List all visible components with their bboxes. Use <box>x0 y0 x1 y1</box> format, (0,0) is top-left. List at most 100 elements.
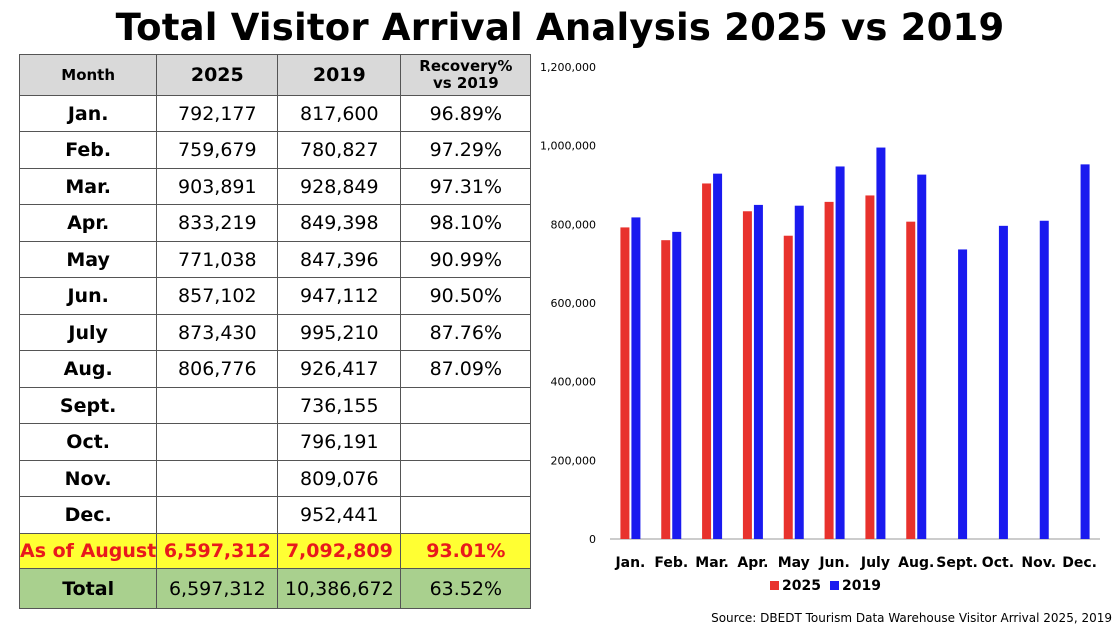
table-row: Sept. 736,155 <box>18 387 532 424</box>
value-2019-cell: 796,191 <box>277 423 402 461</box>
value-2025-cell: 903,891 <box>156 168 279 205</box>
bar-2025-1 <box>661 240 671 539</box>
x-tick-label: Sept. <box>936 555 978 571</box>
source-note: Source: DBEDT Tourism Data Warehouse Vis… <box>711 611 1112 625</box>
value-2019-cell: 847,396 <box>277 241 402 278</box>
value-2025-cell <box>156 460 279 497</box>
header-2025: 2025 <box>156 54 279 96</box>
month-cell: July <box>18 314 158 351</box>
table-row: May 771,038 847,396 90.99% <box>18 241 532 278</box>
value-2025-cell: 833,219 <box>156 204 279 242</box>
x-tick-label: May <box>778 555 810 571</box>
as-of-august-row: As of August 6,597,312 7,092,809 93.01% <box>18 533 532 569</box>
bar-2025-2 <box>702 183 712 539</box>
value-2019-cell: 809,076 <box>277 460 402 497</box>
bar-2019-1 <box>672 231 682 540</box>
bar-2019-11 <box>1080 164 1090 539</box>
legend-label-2019: 2019 <box>842 578 881 594</box>
value-2025-cell: 759,679 <box>156 131 279 169</box>
value-2025-cell <box>156 387 279 424</box>
y-tick-label: 400,000 <box>551 376 597 389</box>
as-of-label: As of August <box>18 533 158 569</box>
table-row: Jun. 857,102 947,112 90.50% <box>18 277 532 315</box>
bar-2019-2 <box>713 173 723 540</box>
value-2019-cell: 780,827 <box>277 131 402 169</box>
month-cell: Sept. <box>18 387 158 424</box>
table-row: Mar. 903,891 928,849 97.31% <box>18 168 532 205</box>
value-2019-cell: 817,600 <box>277 95 402 132</box>
y-tick-label: 800,000 <box>551 218 597 231</box>
header-month: Month <box>18 54 158 96</box>
header-recovery-line1: Recovery% <box>419 57 513 75</box>
x-tick-label: Aug. <box>898 555 934 571</box>
month-cell: Nov. <box>18 460 158 497</box>
y-tick-label: 1,200,000 <box>540 61 596 74</box>
recovery-cell: 97.29% <box>400 131 532 169</box>
total-2019: 10,386,672 <box>277 568 402 609</box>
month-cell: Jan. <box>18 95 158 132</box>
month-cell: Oct. <box>18 423 158 461</box>
value-2025-cell <box>156 496 279 534</box>
legend-swatch-2019 <box>830 581 839 590</box>
value-2025-cell: 873,430 <box>156 314 279 351</box>
total-row: Total 6,597,312 10,386,672 63.52% <box>18 568 532 609</box>
bar-2019-0 <box>631 217 641 540</box>
bar-2019-8 <box>958 249 968 540</box>
recovery-cell <box>400 387 532 424</box>
month-cell: Aug. <box>18 350 158 388</box>
recovery-cell: 90.50% <box>400 277 532 315</box>
bar-2025-0 <box>620 227 630 539</box>
x-tick-label: Mar. <box>695 555 729 571</box>
bar-2025-5 <box>824 201 834 539</box>
recovery-cell <box>400 460 532 497</box>
total-2025: 6,597,312 <box>156 568 279 609</box>
table-header-row: Month 2025 2019 Recovery% vs 2019 <box>18 54 532 96</box>
recovery-cell: 87.09% <box>400 350 532 388</box>
x-tick-label: Dec. <box>1062 555 1097 571</box>
bar-2019-9 <box>998 225 1008 539</box>
x-tick-label: Nov. <box>1021 555 1056 571</box>
recovery-cell: 87.76% <box>400 314 532 351</box>
value-2019-cell: 947,112 <box>277 277 402 315</box>
table-row: Feb. 759,679 780,827 97.29% <box>18 131 532 169</box>
total-recovery: 63.52% <box>400 568 532 609</box>
total-label: Total <box>18 568 158 609</box>
y-tick-label: 1,000,000 <box>540 140 596 153</box>
value-2019-cell: 928,849 <box>277 168 402 205</box>
value-2019-cell: 926,417 <box>277 350 402 388</box>
month-cell: Feb. <box>18 131 158 169</box>
bar-2019-5 <box>835 166 845 539</box>
bar-2019-4 <box>794 205 804 539</box>
as-of-2019: 7,092,809 <box>277 533 402 569</box>
x-tick-label: Jun. <box>818 555 849 571</box>
bar-2019-10 <box>1039 220 1049 540</box>
header-recovery: Recovery% vs 2019 <box>400 54 532 96</box>
recovery-cell: 98.10% <box>400 204 532 242</box>
x-tick-label: Apr. <box>737 555 768 571</box>
recovery-cell: 97.31% <box>400 168 532 205</box>
month-cell: May <box>18 241 158 278</box>
bar-2019-3 <box>753 204 763 540</box>
recovery-cell <box>400 496 532 534</box>
value-2025-cell: 792,177 <box>156 95 279 132</box>
bar-2025-6 <box>865 195 875 539</box>
bar-2025-3 <box>742 211 752 539</box>
value-2019-cell: 952,441 <box>277 496 402 534</box>
bar-2019-7 <box>917 174 927 539</box>
table-row: Nov. 809,076 <box>18 460 532 497</box>
as-of-recovery: 93.01% <box>400 533 532 569</box>
bar-2025-4 <box>783 235 793 540</box>
bar-2019-6 <box>876 147 886 540</box>
table-row: Apr. 833,219 849,398 98.10% <box>18 204 532 242</box>
header-2019: 2019 <box>277 54 402 96</box>
page-title: Total Visitor Arrival Analysis 2025 vs 2… <box>115 6 1005 49</box>
value-2019-cell: 849,398 <box>277 204 402 242</box>
month-cell: Dec. <box>18 496 158 534</box>
table-row: Jan. 792,177 817,600 96.89% <box>18 95 532 132</box>
recovery-cell <box>400 423 532 461</box>
month-cell: Apr. <box>18 204 158 242</box>
month-cell: Jun. <box>18 277 158 315</box>
visitor-table: Month 2025 2019 Recovery% vs 2019 Jan. 79… <box>18 54 532 609</box>
table-row: Oct. 796,191 <box>18 423 532 461</box>
table-row: Dec. 952,441 <box>18 496 532 534</box>
